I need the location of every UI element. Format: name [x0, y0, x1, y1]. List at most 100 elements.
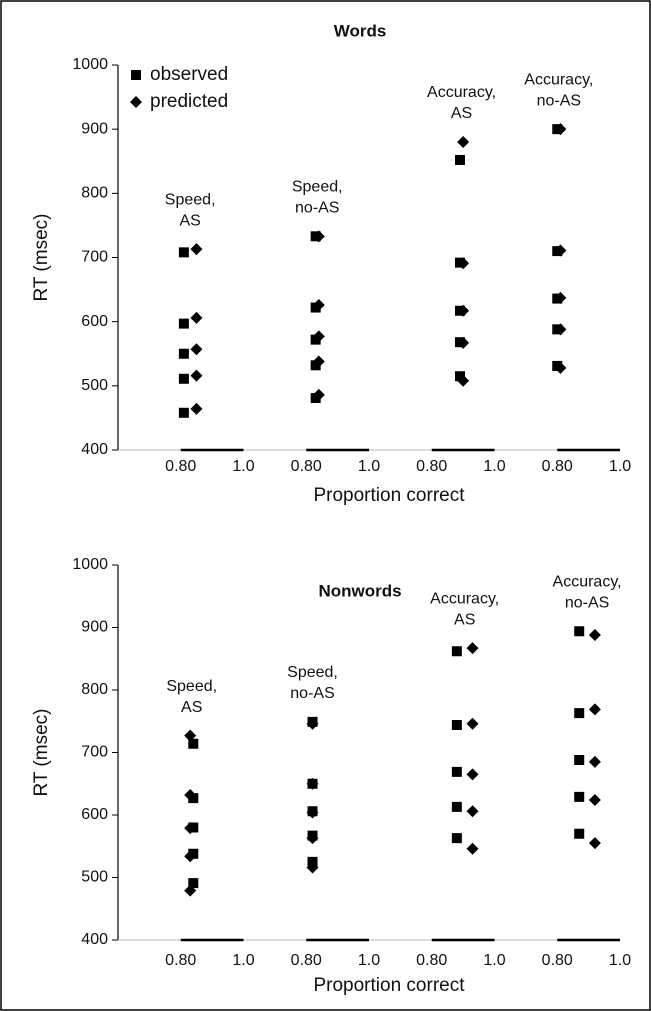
- condition-label: Speed,: [292, 179, 343, 196]
- condition-label: AS: [454, 611, 475, 628]
- x-tick-label: 0.80: [416, 458, 447, 475]
- legend-marker: [131, 70, 141, 80]
- x-tick-label: 1.0: [609, 952, 631, 969]
- marker-diamond: [466, 805, 479, 818]
- marker-square: [188, 793, 199, 804]
- y-tick-label: 600: [81, 806, 108, 823]
- marker-square: [178, 318, 189, 329]
- marker-diamond: [190, 402, 203, 415]
- marker-diamond: [190, 311, 203, 324]
- marker-diamond: [184, 729, 197, 742]
- marker-diamond: [312, 230, 325, 243]
- condition-label: no-AS: [290, 685, 334, 702]
- marker-diamond: [457, 304, 470, 317]
- marker-square: [454, 371, 465, 382]
- y-tick-label: 400: [81, 931, 108, 948]
- marker-diamond: [466, 717, 479, 730]
- marker-square: [178, 348, 189, 359]
- marker-square: [178, 373, 189, 384]
- x-tick-label: 1.0: [358, 952, 380, 969]
- marker-diamond: [457, 257, 470, 270]
- marker-square: [574, 708, 585, 719]
- condition-label: no-AS: [295, 200, 339, 217]
- marker-square: [574, 626, 585, 637]
- marker-diamond: [457, 336, 470, 349]
- y-tick-label: 900: [81, 120, 108, 137]
- marker-diamond: [190, 343, 203, 356]
- marker-diamond: [306, 806, 319, 819]
- y-tick-label: 800: [81, 681, 108, 698]
- x-tick-label: 1.0: [609, 458, 631, 475]
- marker-square: [188, 738, 199, 749]
- y-tick-label: 900: [81, 619, 108, 636]
- legend-label: predicted: [150, 91, 228, 112]
- marker-diamond: [457, 136, 470, 148]
- marker-square: [454, 154, 465, 165]
- x-tick-label: 0.80: [165, 952, 196, 969]
- marker-diamond: [306, 832, 319, 845]
- marker-square: [451, 646, 462, 657]
- marker-diamond: [306, 861, 319, 874]
- y-tick-label: 800: [81, 185, 108, 202]
- x-tick-label: 0.80: [542, 458, 573, 475]
- marker-square: [574, 828, 585, 839]
- marker-square: [451, 766, 462, 777]
- chart-title: Words: [334, 21, 387, 40]
- marker-square: [574, 791, 585, 802]
- x-tick-label: 0.80: [416, 952, 447, 969]
- y-tick-label: 1000: [72, 56, 108, 73]
- y-tick-label: 700: [81, 249, 108, 266]
- marker-square: [188, 878, 199, 889]
- x-tick-label: 0.80: [291, 458, 322, 475]
- marker-diamond: [466, 768, 479, 781]
- marker-diamond: [184, 822, 197, 835]
- x-tick-label: 1.0: [232, 458, 254, 475]
- y-axis-label: RT (msec): [31, 214, 52, 302]
- marker-square: [178, 407, 189, 418]
- marker-square: [451, 720, 462, 730]
- marker-diamond: [554, 323, 567, 336]
- marker-diamond: [588, 755, 601, 768]
- y-tick-label: 700: [81, 744, 108, 761]
- marker-diamond: [466, 642, 479, 655]
- condition-label: Accuracy,: [430, 590, 499, 607]
- condition-label: Accuracy,: [427, 84, 496, 101]
- marker-diamond: [312, 355, 325, 368]
- marker-square: [310, 393, 321, 404]
- marker-diamond: [190, 243, 203, 256]
- marker-square: [310, 334, 321, 345]
- condition-label: Speed,: [165, 191, 216, 208]
- marker-diamond: [190, 369, 203, 382]
- y-tick-label: 400: [81, 441, 108, 458]
- condition-label: AS: [179, 212, 200, 229]
- marker-square: [451, 833, 462, 844]
- marker-diamond: [466, 842, 479, 855]
- y-tick-label: 1000: [72, 556, 108, 573]
- marker-diamond: [184, 884, 197, 897]
- marker-square: [310, 360, 321, 371]
- legend-marker: [130, 96, 142, 108]
- y-tick-label: 600: [81, 313, 108, 330]
- condition-label: Accuracy,: [553, 573, 622, 590]
- marker-diamond: [554, 123, 567, 136]
- marker-diamond: [312, 298, 325, 311]
- y-tick-label: 500: [81, 377, 108, 394]
- marker-diamond: [588, 629, 601, 641]
- condition-label: no-AS: [537, 92, 581, 109]
- marker-diamond: [306, 777, 319, 790]
- marker-diamond: [554, 291, 567, 304]
- marker-diamond: [588, 703, 601, 716]
- legend-label: observed: [150, 64, 228, 85]
- marker-diamond: [312, 388, 325, 401]
- condition-label: Speed,: [166, 678, 217, 695]
- condition-label: AS: [181, 699, 202, 716]
- marker-diamond: [312, 330, 325, 343]
- marker-square: [178, 247, 189, 258]
- x-tick-label: 0.80: [291, 952, 322, 969]
- x-tick-label: 0.80: [542, 952, 573, 969]
- marker-diamond: [184, 789, 197, 801]
- x-tick-label: 1.0: [232, 952, 254, 969]
- marker-diamond: [184, 850, 197, 863]
